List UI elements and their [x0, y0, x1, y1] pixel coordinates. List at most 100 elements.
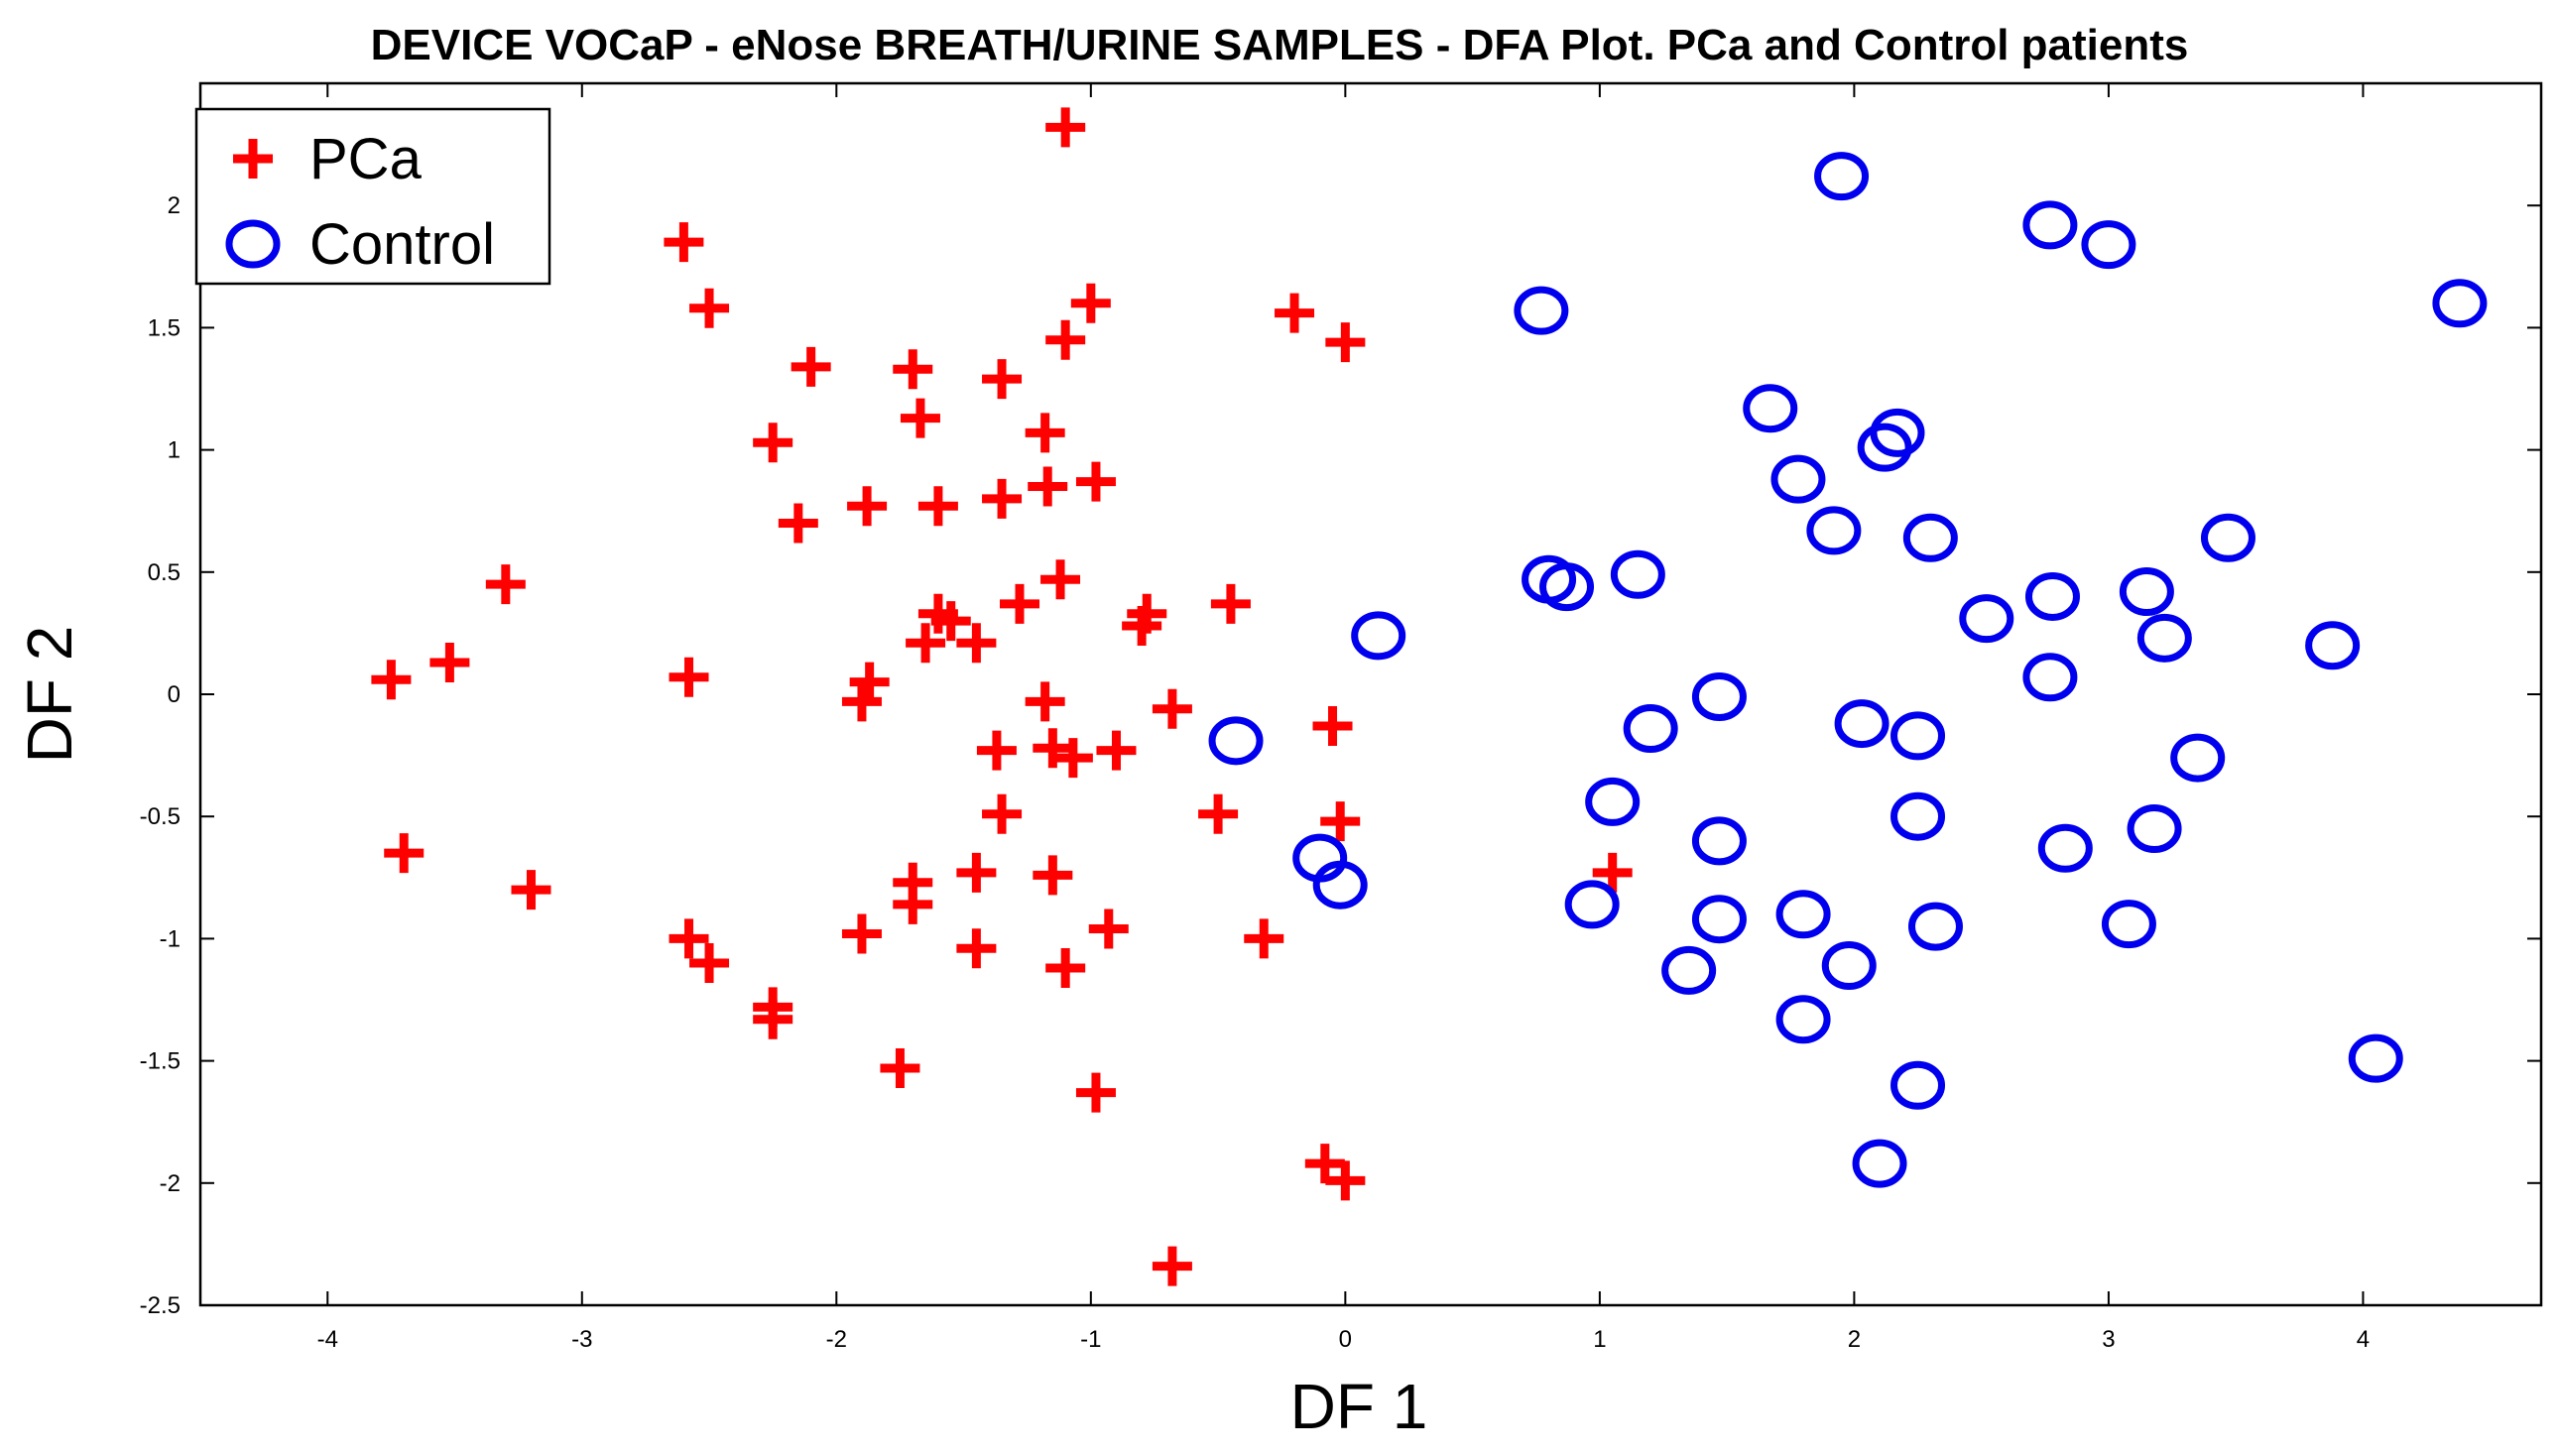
legend-marker-pca	[233, 139, 273, 179]
axis-ticks: -4 -3 -2 -1 0 1 2 3 4 -2.5 -2 -1.5 -1 -0.5 0 0.5 1 1.5 2	[140, 83, 2541, 1353]
pca-point	[1075, 1072, 1116, 1113]
pca-point	[956, 623, 997, 664]
control-point	[1890, 711, 1946, 761]
control-point	[2081, 220, 2136, 270]
control-point	[1907, 902, 1963, 951]
pca-point	[1152, 1246, 1192, 1286]
pca-point	[849, 662, 890, 702]
legend-label-control: Control	[309, 212, 495, 277]
pca-point	[1304, 1144, 1345, 1184]
pca-point	[689, 288, 730, 328]
control-point	[1691, 816, 1747, 866]
y-tick-label: 0	[168, 681, 181, 708]
legend-label-pca: PCa	[309, 127, 423, 191]
legend-box	[194, 107, 551, 286]
control-point	[2119, 567, 2174, 617]
pca-point	[1075, 461, 1116, 502]
pca-point	[976, 730, 1017, 771]
control-point	[1661, 945, 1717, 995]
pca-point	[893, 884, 933, 924]
pca-point	[917, 486, 958, 527]
y-tick-label: 2	[168, 192, 181, 219]
pca-point	[956, 928, 997, 969]
pca-point	[1033, 728, 1073, 769]
chart-title: DEVICE VOCaP - eNose BREATH/URINE SAMPLE…	[371, 21, 2189, 69]
control-point	[1514, 286, 1569, 335]
control-point	[1959, 594, 2014, 644]
plot-area	[198, 81, 2543, 1307]
pca-point	[384, 833, 425, 874]
control-point	[1539, 562, 1595, 612]
control-point	[2200, 513, 2255, 562]
pca-point	[1592, 852, 1633, 893]
control-point	[1834, 699, 1889, 749]
x-tick-label: -4	[317, 1326, 338, 1353]
pca-point	[511, 870, 551, 910]
control-point	[2127, 804, 2182, 854]
series-pca	[371, 107, 1633, 1286]
data-points	[371, 107, 2488, 1286]
control-point	[2305, 621, 2361, 670]
x-tick-label: 4	[2357, 1326, 2370, 1353]
pca-point	[1096, 730, 1137, 771]
pca-point	[982, 793, 1023, 834]
control-point	[2136, 613, 2192, 663]
x-tick-label: -3	[571, 1326, 592, 1353]
x-axis-label: DF 1	[1290, 1371, 1428, 1442]
pca-point	[1045, 319, 1086, 360]
pca-point	[900, 398, 940, 438]
x-tick-label: 0	[1339, 1326, 1352, 1353]
pca-point	[982, 478, 1023, 519]
pca-point	[841, 913, 882, 954]
control-point	[2024, 571, 2080, 621]
legend: PCa Control	[194, 107, 551, 286]
y-tick-label: -1	[160, 925, 181, 952]
x-tick-label: 3	[2102, 1326, 2115, 1353]
pca-point	[1025, 413, 1065, 453]
pca-point	[1025, 681, 1065, 722]
control-point	[2348, 1033, 2403, 1083]
control-point	[1770, 454, 1826, 504]
pca-point	[893, 349, 933, 390]
control-point	[1743, 384, 1798, 433]
control-point	[1814, 152, 1870, 201]
pca-point	[371, 660, 412, 700]
control-point	[1890, 791, 1946, 841]
control-point	[1775, 890, 1831, 939]
pca-point	[689, 943, 730, 984]
pca-point	[664, 222, 704, 263]
pca-point	[880, 1047, 920, 1088]
control-point	[1806, 506, 1862, 555]
y-tick-label: -0.5	[140, 803, 181, 830]
x-tick-label: 1	[1593, 1326, 1606, 1353]
pca-point	[1028, 466, 1068, 507]
control-point	[2037, 823, 2093, 873]
control-point	[1902, 513, 1958, 562]
pca-point	[1070, 283, 1111, 323]
control-point	[1821, 941, 1877, 991]
pca-point	[1198, 793, 1239, 834]
control-point	[2432, 279, 2488, 328]
control-point	[1623, 703, 1678, 753]
x-tick-label: 2	[1848, 1326, 1861, 1353]
pca-point	[1033, 855, 1073, 896]
control-point	[1775, 995, 1831, 1044]
pca-point	[982, 359, 1023, 400]
pca-point	[1325, 1160, 1366, 1201]
pca-point	[841, 681, 882, 722]
pca-point	[485, 564, 526, 605]
pca-point	[1320, 801, 1361, 842]
pca-point	[1040, 559, 1081, 600]
control-point	[1852, 1139, 1907, 1188]
x-tick-label: -1	[1080, 1326, 1101, 1353]
control-point	[1610, 549, 1665, 599]
control-point	[2170, 733, 2226, 783]
pca-point	[753, 999, 793, 1039]
pca-point	[1275, 293, 1315, 333]
pca-point	[1000, 583, 1039, 624]
pca-point	[930, 601, 971, 642]
pca-point	[847, 486, 888, 527]
y-tick-label: -1.5	[140, 1048, 181, 1075]
y-tick-label: 0.5	[148, 559, 181, 586]
